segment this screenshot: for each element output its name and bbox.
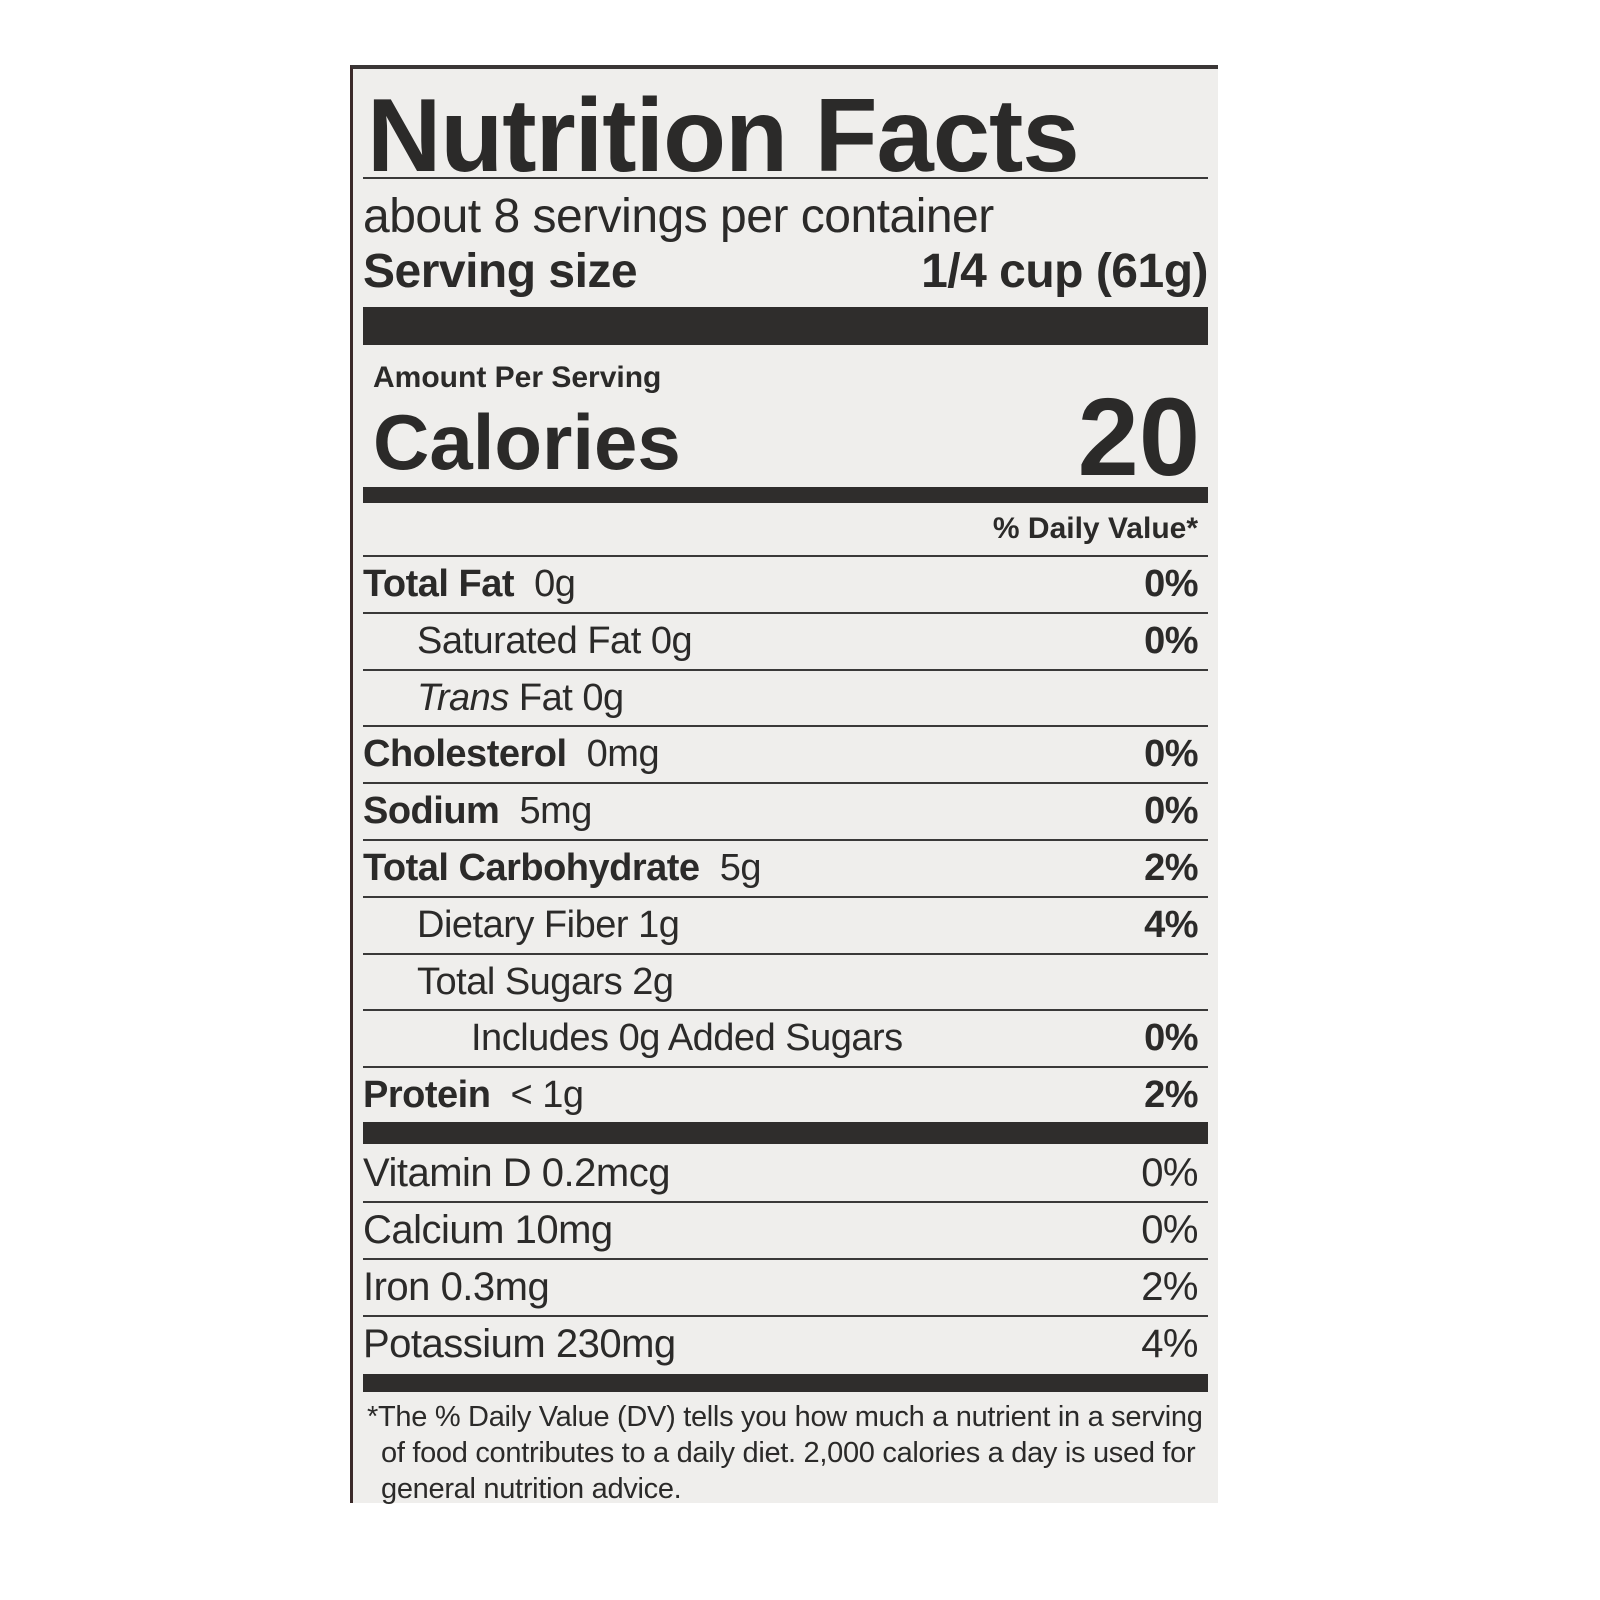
vitamin-daily-value: 0% (1141, 1208, 1198, 1252)
calories-value: 20 (1077, 376, 1200, 499)
nutrient-daily-value: 0% (1144, 619, 1198, 662)
vitamin-amount: 0.3mg (440, 1265, 550, 1309)
divider (363, 668, 1208, 671)
nutrient-row: Total Sugars 2g (363, 955, 1208, 1010)
nutrient-amount: < 1g (510, 1074, 585, 1117)
nutrient-name: Sodium (363, 790, 500, 833)
divider (363, 1315, 1208, 1317)
nutrient-daily-value: 4% (1144, 903, 1198, 946)
nutrient-row: Sodium 5mg 0% (363, 784, 1208, 839)
nutrient-label: Saturated Fat 0g (363, 619, 693, 663)
divider (363, 177, 1208, 179)
vitamin-row: Iron 0.3mg 2% (363, 1260, 1208, 1315)
nutrient-daily-value: 0% (1144, 1017, 1198, 1060)
calories-label: Calories (373, 398, 681, 486)
thick-divider-vitamins (363, 1122, 1208, 1144)
nutrient-amount: 0g (582, 676, 624, 719)
thick-divider (363, 307, 1208, 345)
nutrient-label: Protein < 1g (363, 1074, 584, 1117)
nutrient-amount: 0g (534, 563, 576, 605)
nutrient-name: Total Sugars (417, 960, 623, 1003)
nutrient-row: Cholesterol 0mg 0% (363, 727, 1208, 782)
amount-per-serving: Amount Per Serving (373, 361, 662, 394)
nutrient-label: Cholesterol 0mg (363, 733, 660, 776)
nutrient-name: Saturated Fat (417, 619, 641, 662)
vitamin-label: Iron 0.3mg (363, 1265, 550, 1310)
nutrient-daily-value: 0% (1144, 733, 1198, 776)
vitamin-label: Potassium 230mg (363, 1322, 676, 1367)
nutrient-daily-value: 2% (1144, 847, 1198, 889)
nutrient-amount: 5g (719, 847, 762, 889)
thick-divider-footnote (363, 1374, 1208, 1392)
nutrient-name: Trans (417, 676, 509, 719)
medium-divider (363, 487, 1208, 503)
divider (363, 725, 1208, 728)
nutrient-row: Saturated Fat 0g 0% (363, 614, 1208, 669)
divider (363, 952, 1208, 955)
nutrient-name-suffix: Fat (518, 676, 573, 719)
vitamin-label: Calcium 10mg (363, 1208, 613, 1253)
divider (363, 555, 1208, 557)
nutrient-daily-value: 0% (1144, 563, 1198, 605)
nutrient-name: Includes 0g Added Sugars (471, 1017, 903, 1060)
nutrient-label: Sodium 5mg (363, 790, 592, 833)
vitamin-amount: 230mg (555, 1322, 676, 1366)
vitamin-name: Vitamin D (363, 1151, 532, 1195)
nutrient-label: Total Fat 0g (363, 563, 576, 606)
nutrient-amount: 5mg (519, 790, 592, 833)
nutrient-name: Cholesterol (363, 733, 567, 776)
nutrient-name: Dietary Fiber (417, 903, 629, 946)
nutrition-facts-label: Nutrition Facts about 8 servings per con… (350, 65, 1218, 1505)
serving-size-value: 1/4 cup (61g) (921, 245, 1208, 298)
nutrient-row: Dietary Fiber 1g 4% (363, 898, 1208, 953)
vitamin-daily-value: 2% (1141, 1265, 1198, 1309)
servings-per-container: about 8 servings per container (363, 189, 1208, 244)
nutrient-row: Protein < 1g 2% (363, 1068, 1208, 1123)
nutrient-row: Trans Fat 0g (363, 671, 1208, 726)
nutrient-amount: 1g (638, 903, 680, 946)
vitamin-name: Potassium (363, 1322, 546, 1366)
nutrient-daily-value: 0% (1144, 790, 1198, 833)
divider (363, 1258, 1208, 1260)
vitamin-daily-value: 0% (1141, 1151, 1198, 1195)
nutrient-name: Protein (363, 1074, 491, 1117)
serving-size-row: Serving size 1/4 cup (61g) (363, 244, 1208, 299)
divider (363, 1201, 1208, 1203)
vitamin-label: Vitamin D 0.2mcg (363, 1151, 670, 1196)
vitamin-row: Vitamin D 0.2mcg 0% (363, 1146, 1208, 1201)
nutrient-row: Total Fat 0g 0% (363, 557, 1208, 612)
nutrient-amount: 0g (650, 619, 693, 662)
nutrient-label: Trans Fat 0g (363, 677, 624, 720)
nutrient-label: Includes 0g Added Sugars (363, 1017, 903, 1060)
nutrient-label: Total Carbohydrate 5g (363, 847, 761, 890)
vitamin-name: Calcium (363, 1208, 504, 1252)
divider (363, 1066, 1208, 1069)
nutrient-label: Dietary Fiber 1g (363, 903, 680, 947)
servings-text: about 8 servings per container (363, 190, 994, 243)
divider (363, 839, 1208, 841)
nutrient-row: Includes 0g Added Sugars 0% (363, 1011, 1208, 1066)
nutrient-label: Total Sugars 2g (363, 961, 674, 1004)
nutrient-amount: 2g (632, 960, 674, 1003)
divider (363, 782, 1208, 785)
nutrient-name: Total Fat (363, 563, 515, 605)
footnote-text: *The % Daily Value (DV) tells you how mu… (367, 1401, 1203, 1505)
serving-size-label: Serving size (363, 245, 638, 298)
vitamin-row: Potassium 230mg 4% (363, 1317, 1208, 1372)
divider (363, 1009, 1208, 1012)
nutrient-name: Total Carbohydrate (363, 847, 700, 889)
nutrient-row: Total Carbohydrate 5g 2% (363, 841, 1208, 896)
divider (363, 895, 1208, 898)
footnote: *The % Daily Value (DV) tells you how mu… (367, 1399, 1204, 1507)
vitamin-daily-value: 4% (1141, 1322, 1198, 1366)
vitamin-amount: 10mg (514, 1208, 614, 1252)
nutrient-amount: 0mg (586, 733, 660, 776)
divider (363, 611, 1208, 614)
label-title: Nutrition Facts (367, 78, 1080, 194)
vitamin-amount: 0.2mcg (541, 1151, 671, 1195)
daily-value-header: % Daily Value* (992, 512, 1198, 545)
vitamin-name: Iron (363, 1265, 430, 1309)
vitamin-row: Calcium 10mg 0% (363, 1203, 1208, 1258)
nutrient-daily-value: 2% (1144, 1074, 1198, 1117)
